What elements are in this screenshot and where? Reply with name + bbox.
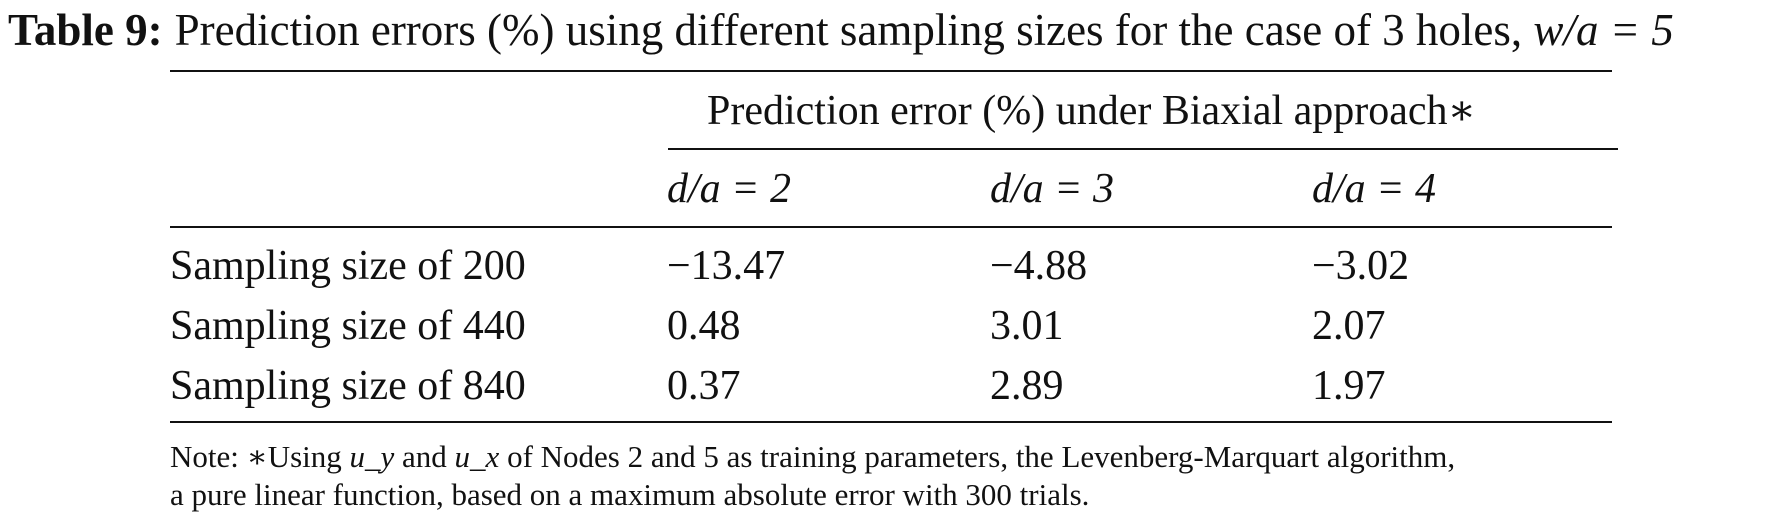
value-440-d-a-4: 2.07 [1312, 303, 1386, 349]
column-header-d-a-4: d/a = 4 [1312, 166, 1437, 212]
table-caption-text: Prediction errors (%) using different sa… [174, 5, 1534, 55]
table-note: Note: ∗Using u_y and u_x of Nodes 2 and … [170, 438, 1620, 524]
top-rule [170, 70, 1612, 72]
row-label-sampling-840: Sampling size of 840 [170, 363, 526, 409]
value-200-d-a-2: −13.47 [667, 243, 786, 289]
group-header: Prediction error (%) under Biaxial appro… [707, 88, 1477, 134]
row-label-sampling-440: Sampling size of 440 [170, 303, 526, 349]
value-840-d-a-2: 0.37 [667, 363, 741, 409]
table-note-suffix: of Nodes 2 and 5 as training parameters,… [499, 439, 1456, 474]
table-caption: Table 9: Prediction errors (%) using diff… [8, 2, 1760, 58]
table-note-u-x: u_x [454, 439, 500, 474]
table-note-prefix: Note: ∗Using [170, 439, 350, 474]
table-caption-math: w/a = 5 [1533, 5, 1674, 55]
value-200-d-a-4: −3.02 [1312, 243, 1410, 289]
column-header-d-a-2: d/a = 2 [667, 166, 792, 212]
header-bottom-rule [170, 226, 1612, 228]
table-caption-label: Table 9: [8, 5, 163, 55]
value-200-d-a-3: −4.88 [990, 243, 1088, 289]
bottom-rule [170, 421, 1612, 423]
column-header-d-a-3: d/a = 3 [990, 166, 1115, 212]
value-440-d-a-3: 3.01 [990, 303, 1064, 349]
value-440-d-a-2: 0.48 [667, 303, 741, 349]
table-note-mid: and [394, 439, 455, 474]
group-header-rule [668, 148, 1618, 150]
table-note-u-y: u_y [349, 439, 395, 474]
row-label-sampling-200: Sampling size of 200 [170, 243, 526, 289]
value-840-d-a-3: 2.89 [990, 363, 1064, 409]
table-note-line-2: a pure linear function, based on a maxim… [170, 477, 1090, 512]
table-note-line-1: Note: ∗Using u_y and u_x of Nodes 2 and … [170, 438, 1620, 476]
value-840-d-a-4: 1.97 [1312, 363, 1386, 409]
